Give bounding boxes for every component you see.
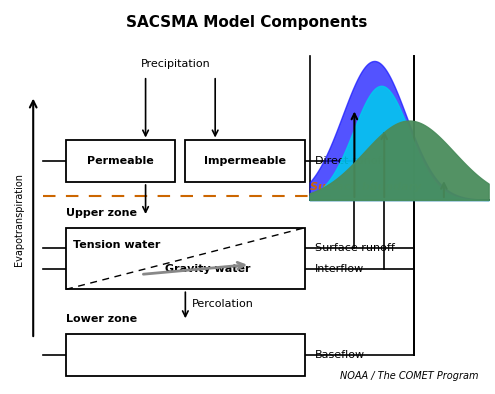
Text: Interflow: Interflow (315, 264, 364, 275)
Text: Percolation: Percolation (193, 299, 254, 309)
Text: Surface runoff: Surface runoff (315, 243, 395, 253)
Bar (66, 334, 305, 376)
Text: SACSMA Model Components: SACSMA Model Components (126, 15, 368, 30)
Text: Baseflow: Baseflow (315, 350, 365, 360)
Bar (66, 228, 305, 289)
Text: Permeable: Permeable (87, 156, 154, 166)
Bar (66, 140, 175, 182)
Text: Upper zone: Upper zone (66, 208, 137, 218)
Text: Lower zone: Lower zone (66, 314, 137, 324)
Text: Surface boundary: Surface boundary (310, 182, 421, 192)
Text: Impermeable: Impermeable (204, 156, 286, 166)
Bar (185, 140, 305, 182)
Text: Gravity water: Gravity water (165, 264, 251, 275)
Text: NOAA / The COMET Program: NOAA / The COMET Program (340, 371, 479, 381)
Text: Precipitation: Precipitation (141, 59, 210, 69)
Text: Tension water: Tension water (73, 240, 160, 250)
Text: Direct runoff: Direct runoff (315, 156, 385, 166)
Text: Evapotranspiration: Evapotranspiration (14, 173, 24, 266)
